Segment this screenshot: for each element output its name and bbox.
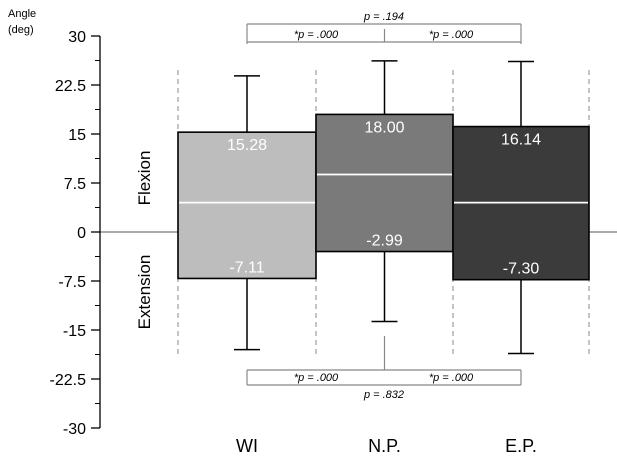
significance-brackets <box>246 23 522 386</box>
box-group: 16.14 -7.30 E.P. <box>452 60 590 456</box>
boxes: 15.28 -7.11 WI 18.00 -2.99 N.P. 16.14 -7.30 E.P. <box>177 60 590 456</box>
y-tick-label: -22.5 <box>50 372 87 389</box>
box-group: 15.28 -7.11 WI <box>177 75 317 456</box>
y-tick-label: 15 <box>68 127 86 144</box>
annotation-bottom-outer: p = .832 <box>363 389 404 401</box>
q3-value-label: 18.00 <box>364 119 404 136</box>
annotation-bottom-left: *p = .000 <box>294 372 339 384</box>
y-axis-label-line2: (deg) <box>8 24 34 36</box>
annotation-top-left: *p = .000 <box>294 29 339 41</box>
q1-value-label: -7.11 <box>229 259 264 276</box>
y-tick-label: -30 <box>63 421 86 438</box>
q1-value-label: -7.30 <box>503 261 540 278</box>
y-tick-label: -7.5 <box>58 274 86 291</box>
y-tick-label: 30 <box>68 29 86 46</box>
extension-label: Extension <box>135 255 154 330</box>
box-group: 18.00 -2.99 N.P. <box>315 60 454 456</box>
q1-value-label: -2.99 <box>366 233 403 250</box>
flexion-label: Flexion <box>135 151 154 206</box>
x-category-label: N.P. <box>368 436 401 456</box>
x-category-label: E.P. <box>505 436 537 456</box>
y-tick-label: 22.5 <box>55 78 86 95</box>
y-tick-label: -15 <box>63 323 86 340</box>
x-category-label: WI <box>236 436 258 456</box>
y-tick-label: 7.5 <box>64 176 86 193</box>
y-axis: 30 22.5 15 7.5 0 -7.5 -15 -22.5 -30 <box>50 29 101 438</box>
annotation-top-right: *p = .000 <box>429 29 474 41</box>
q3-value-label: 15.28 <box>227 137 267 154</box>
q3-value-label: 16.14 <box>501 132 541 149</box>
box-rect <box>315 113 454 253</box>
y-tick-label: 0 <box>77 225 86 242</box>
y-axis-label-line1: Angle <box>8 8 36 20</box>
annotation-top-outer: p = .194 <box>363 11 404 23</box>
annotation-bottom-right: *p = .000 <box>429 372 474 384</box>
